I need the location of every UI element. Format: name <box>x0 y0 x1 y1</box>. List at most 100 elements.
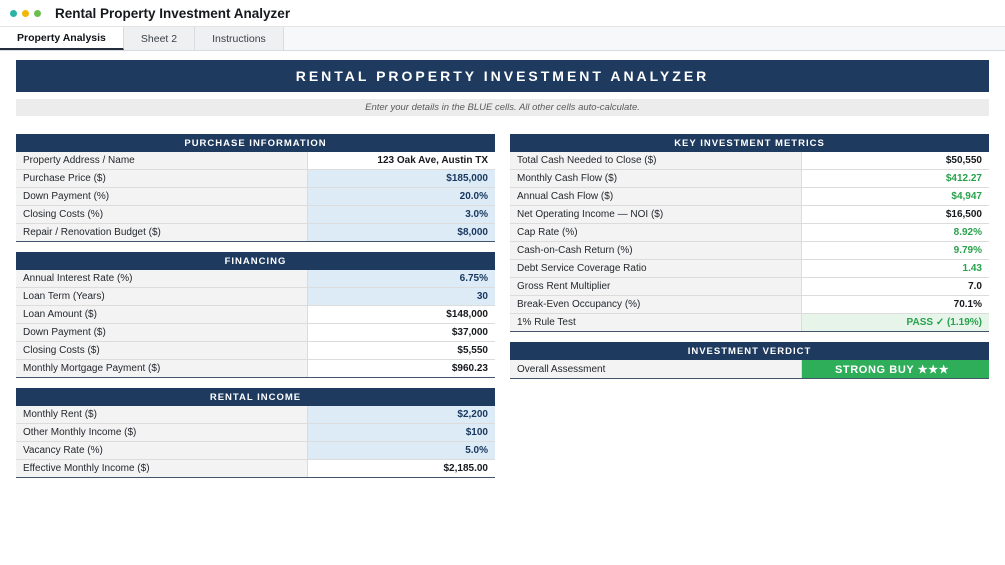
row-label: Cash-on-Cash Return (%) <box>510 242 803 259</box>
table-row: Annual Interest Rate (%) 6.75% <box>16 270 495 288</box>
row-label: Monthly Mortgage Payment ($) <box>16 360 309 377</box>
cell-closing-costs-pct[interactable]: 3.0% <box>308 206 495 223</box>
cell-dscr: 1.43 <box>802 260 989 277</box>
window-titlebar: Rental Property Investment Analyzer <box>0 0 1005 27</box>
section-header: FINANCING <box>16 252 495 270</box>
window-control-icon[interactable] <box>10 9 17 17</box>
section-key-investment-metrics: KEY INVESTMENT METRICS Total Cash Needed… <box>510 134 989 332</box>
tab-sheet-2[interactable]: Sheet 2 <box>123 27 196 50</box>
row-label: Cap Rate (%) <box>510 224 803 241</box>
cell-other-income[interactable]: $100 <box>308 424 495 441</box>
cell-overall-assessment: STRONG BUY ★★★ <box>802 360 989 378</box>
cell-repair-budget[interactable]: $8,000 <box>308 224 495 241</box>
cell-loan-term[interactable]: 30 <box>308 288 495 305</box>
right-column: KEY INVESTMENT METRICS Total Cash Needed… <box>510 134 989 488</box>
table-row: Cap Rate (%) 8.92% <box>510 224 989 242</box>
row-label: Property Address / Name <box>16 152 309 169</box>
section-financing: FINANCING Annual Interest Rate (%) 6.75%… <box>16 252 495 378</box>
banner-subtitle: Enter your details in the BLUE cells. Al… <box>16 99 989 116</box>
row-label: Repair / Renovation Budget ($) <box>16 224 309 241</box>
tab-property-analysis[interactable]: Property Analysis <box>0 27 124 50</box>
cell-property-address[interactable]: 123 Oak Ave, Austin TX <box>308 152 495 169</box>
table-row: Other Monthly Income ($) $100 <box>16 424 495 442</box>
cell-closing-costs-amt: $5,550 <box>308 342 495 359</box>
window-control-icon[interactable] <box>34 9 41 17</box>
sheet-content: RENTAL PROPERTY INVESTMENT ANALYZER Ente… <box>0 60 1005 488</box>
cell-down-payment-amt: $37,000 <box>308 324 495 341</box>
row-label: Purchase Price ($) <box>16 170 309 187</box>
section-header: PURCHASE INFORMATION <box>16 134 495 152</box>
row-label: Annual Cash Flow ($) <box>510 188 803 205</box>
table-row: Break-Even Occupancy (%) 70.1% <box>510 296 989 314</box>
cell-gross-rent-multiplier: 7.0 <box>802 278 989 295</box>
main-banner-title: RENTAL PROPERTY INVESTMENT ANALYZER <box>16 60 989 92</box>
table-row: Property Address / Name 123 Oak Ave, Aus… <box>16 152 495 170</box>
row-label: Effective Monthly Income ($) <box>16 460 309 477</box>
table-row: Monthly Cash Flow ($) $412.27 <box>510 170 989 188</box>
table-row: Overall Assessment STRONG BUY ★★★ <box>510 360 989 379</box>
cell-cap-rate: 8.92% <box>802 224 989 241</box>
row-label: Loan Amount ($) <box>16 306 309 323</box>
cell-vacancy-rate[interactable]: 5.0% <box>308 442 495 459</box>
section-investment-verdict: INVESTMENT VERDICT Overall Assessment ST… <box>510 342 989 379</box>
row-label: Annual Interest Rate (%) <box>16 270 309 287</box>
table-row: Effective Monthly Income ($) $2,185.00 <box>16 460 495 478</box>
app-window: Rental Property Investment Analyzer Prop… <box>0 0 1005 488</box>
cell-down-payment-pct[interactable]: 20.0% <box>308 188 495 205</box>
row-label: 1% Rule Test <box>510 314 803 331</box>
cell-effective-income: $2,185.00 <box>308 460 495 477</box>
row-label: Gross Rent Multiplier <box>510 278 803 295</box>
section-rental-income: RENTAL INCOME Monthly Rent ($) $2,200 Ot… <box>16 388 495 478</box>
table-row: 1% Rule Test PASS ✓ (1.19%) <box>510 314 989 332</box>
cell-annual-cash-flow: $4,947 <box>802 188 989 205</box>
table-row: Repair / Renovation Budget ($) $8,000 <box>16 224 495 242</box>
cell-noi: $16,500 <box>802 206 989 223</box>
left-column: PURCHASE INFORMATION Property Address / … <box>16 134 495 488</box>
row-label: Vacancy Rate (%) <box>16 442 309 459</box>
cell-one-percent-rule: PASS ✓ (1.19%) <box>802 314 989 331</box>
row-label: Closing Costs (%) <box>16 206 309 223</box>
tab-instructions[interactable]: Instructions <box>195 27 284 50</box>
row-label: Debt Service Coverage Ratio <box>510 260 803 277</box>
row-label: Loan Term (Years) <box>16 288 309 305</box>
window-title: Rental Property Investment Analyzer <box>55 5 291 21</box>
row-label: Total Cash Needed to Close ($) <box>510 152 803 169</box>
tab-bar: Property Analysis Sheet 2 Instructions <box>0 27 1005 51</box>
table-row: Total Cash Needed to Close ($) $50,550 <box>510 152 989 170</box>
row-label: Down Payment (%) <box>16 188 309 205</box>
row-label: Closing Costs ($) <box>16 342 309 359</box>
section-header: RENTAL INCOME <box>16 388 495 406</box>
row-label: Break-Even Occupancy (%) <box>510 296 803 313</box>
table-row: Vacancy Rate (%) 5.0% <box>16 442 495 460</box>
table-row: Purchase Price ($) $185,000 <box>16 170 495 188</box>
table-row: Cash-on-Cash Return (%) 9.79% <box>510 242 989 260</box>
cell-monthly-rent[interactable]: $2,200 <box>308 406 495 423</box>
cell-total-cash-needed: $50,550 <box>802 152 989 169</box>
table-row: Down Payment (%) 20.0% <box>16 188 495 206</box>
row-label: Monthly Rent ($) <box>16 406 309 423</box>
table-row: Loan Amount ($) $148,000 <box>16 306 495 324</box>
cell-cash-on-cash: 9.79% <box>802 242 989 259</box>
table-row: Down Payment ($) $37,000 <box>16 324 495 342</box>
table-row: Monthly Rent ($) $2,200 <box>16 406 495 424</box>
section-purchase-information: PURCHASE INFORMATION Property Address / … <box>16 134 495 242</box>
window-control-icon[interactable] <box>22 9 29 17</box>
cell-interest-rate[interactable]: 6.75% <box>308 270 495 287</box>
row-label: Down Payment ($) <box>16 324 309 341</box>
table-row: Gross Rent Multiplier 7.0 <box>510 278 989 296</box>
table-row: Closing Costs (%) 3.0% <box>16 206 495 224</box>
table-row: Annual Cash Flow ($) $4,947 <box>510 188 989 206</box>
table-row: Debt Service Coverage Ratio 1.43 <box>510 260 989 278</box>
cell-monthly-mortgage: $960.23 <box>308 360 495 377</box>
table-row: Loan Term (Years) 30 <box>16 288 495 306</box>
section-header: INVESTMENT VERDICT <box>510 342 989 360</box>
cell-loan-amount: $148,000 <box>308 306 495 323</box>
cell-purchase-price[interactable]: $185,000 <box>308 170 495 187</box>
cell-monthly-cash-flow: $412.27 <box>802 170 989 187</box>
table-row: Net Operating Income — NOI ($) $16,500 <box>510 206 989 224</box>
cell-break-even-occupancy: 70.1% <box>802 296 989 313</box>
row-label: Monthly Cash Flow ($) <box>510 170 803 187</box>
table-row: Monthly Mortgage Payment ($) $960.23 <box>16 360 495 378</box>
row-label: Net Operating Income — NOI ($) <box>510 206 803 223</box>
row-label: Other Monthly Income ($) <box>16 424 309 441</box>
